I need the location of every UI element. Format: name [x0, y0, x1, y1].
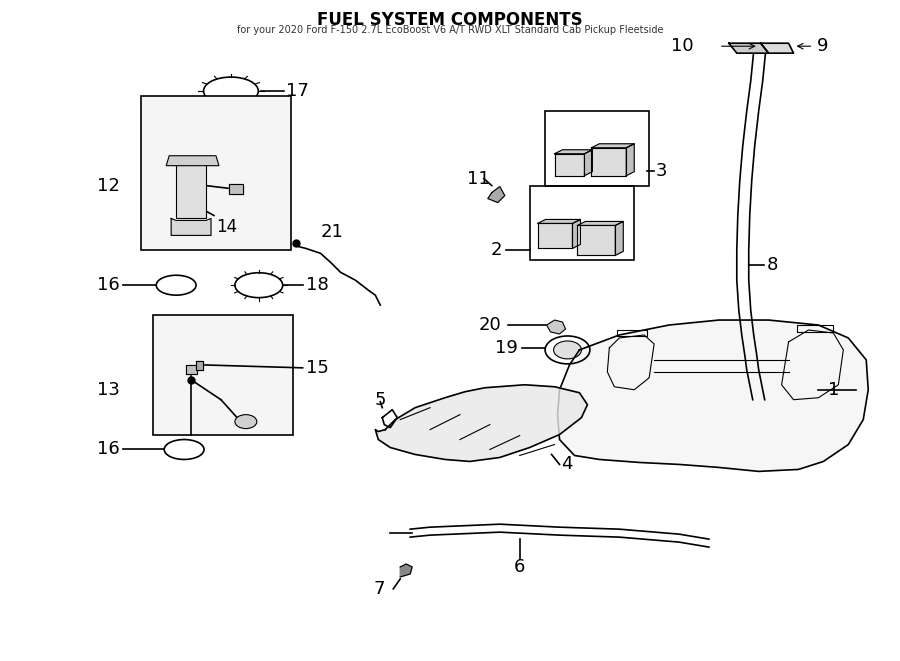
Text: 11: 11	[466, 170, 490, 188]
Bar	[141, 96, 291, 251]
Text: for your 2020 Ford F-150 2.7L EcoBoost V6 A/T RWD XLT Standard Cab Pickup Fleets: for your 2020 Ford F-150 2.7L EcoBoost V…	[237, 25, 663, 35]
Text: 6: 6	[514, 558, 526, 576]
Ellipse shape	[235, 414, 256, 428]
Text: 20: 20	[479, 316, 502, 334]
Text: 12: 12	[96, 176, 120, 194]
Text: 1: 1	[828, 381, 840, 399]
Text: 7: 7	[374, 580, 385, 598]
Polygon shape	[546, 320, 565, 334]
Text: 19: 19	[495, 339, 518, 357]
Text: 17: 17	[285, 82, 309, 100]
Ellipse shape	[554, 341, 581, 359]
Polygon shape	[186, 365, 197, 374]
Text: 13: 13	[96, 381, 120, 399]
Text: 4: 4	[562, 455, 573, 473]
Polygon shape	[591, 144, 634, 148]
Text: 15: 15	[306, 359, 328, 377]
Text: 9: 9	[816, 37, 828, 56]
Polygon shape	[537, 223, 572, 249]
Polygon shape	[400, 564, 412, 577]
Text: 14: 14	[216, 219, 237, 237]
Polygon shape	[554, 154, 584, 176]
Polygon shape	[196, 361, 203, 370]
Polygon shape	[616, 221, 624, 255]
Text: 2: 2	[491, 241, 502, 259]
Text: 16: 16	[96, 276, 120, 294]
Polygon shape	[229, 184, 243, 194]
Polygon shape	[729, 43, 769, 53]
Text: 18: 18	[306, 276, 328, 294]
Polygon shape	[591, 148, 626, 176]
Polygon shape	[375, 385, 588, 461]
Polygon shape	[578, 221, 624, 225]
Polygon shape	[584, 150, 592, 176]
Polygon shape	[572, 219, 580, 249]
Polygon shape	[537, 219, 580, 223]
Text: 21: 21	[321, 223, 344, 241]
Text: 8: 8	[767, 256, 778, 274]
Polygon shape	[626, 144, 634, 176]
Polygon shape	[557, 320, 868, 471]
Text: 10: 10	[671, 37, 694, 56]
Polygon shape	[176, 159, 206, 219]
Text: FUEL SYSTEM COMPONENTS: FUEL SYSTEM COMPONENTS	[317, 11, 583, 29]
Text: 3: 3	[656, 162, 668, 180]
Polygon shape	[166, 156, 219, 166]
Polygon shape	[488, 186, 505, 202]
Polygon shape	[554, 150, 592, 154]
Bar	[530, 186, 634, 260]
Polygon shape	[578, 225, 616, 255]
Polygon shape	[171, 219, 211, 235]
Bar	[544, 111, 649, 186]
Bar	[153, 315, 292, 434]
Text: 5: 5	[374, 391, 386, 408]
Text: 16: 16	[96, 440, 120, 459]
Polygon shape	[760, 43, 794, 53]
